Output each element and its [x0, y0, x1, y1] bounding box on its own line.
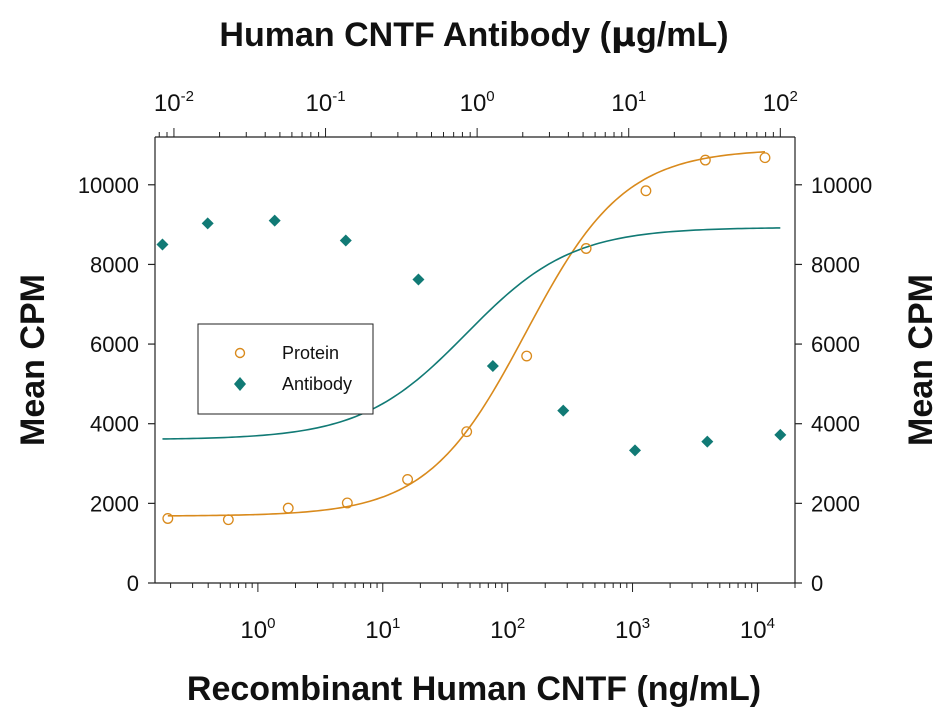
y-tick-label-right: 4000 — [811, 412, 860, 437]
x-top-tick-label: 100 — [460, 88, 495, 117]
protein-data-point — [222, 514, 234, 526]
antibody-data-point — [339, 234, 352, 247]
antibody-data-point — [774, 428, 787, 441]
y-tick-label-left: 4000 — [90, 412, 139, 437]
x-bottom-tick-label: 103 — [615, 615, 650, 644]
legend-protein-label: Protein — [282, 343, 339, 363]
data-points — [156, 152, 787, 526]
antibody-data-point — [268, 214, 281, 227]
x-top-tick-label: 102 — [763, 88, 798, 117]
legend-antibody-marker — [234, 377, 246, 391]
antibody-data-point — [557, 404, 570, 417]
y-tick-label-left: 0 — [127, 571, 139, 596]
y-tick-label-right: 0 — [811, 571, 823, 596]
x-top-tick-label: 10-1 — [306, 88, 346, 117]
x-bottom-tick-label: 101 — [365, 615, 400, 644]
y-tick-label-left: 2000 — [90, 491, 139, 516]
protein-data-point — [699, 154, 711, 166]
protein-data-point — [580, 243, 592, 254]
legend: Protein Antibody — [197, 323, 374, 415]
y-tick-label-right: 2000 — [811, 491, 860, 516]
antibody-data-point — [628, 444, 641, 457]
bottom-axis-title: Recombinant Human CNTF (ng/mL) — [187, 670, 761, 708]
legend-box — [197, 323, 374, 415]
y-tick-label-right: 6000 — [811, 332, 860, 357]
fit-curves — [162, 151, 781, 517]
protein-data-point — [282, 502, 294, 514]
x-bottom-tick-label: 102 — [490, 615, 525, 644]
legend-antibody-label: Antibody — [282, 374, 352, 394]
left-axis-title: Mean CPM — [14, 274, 52, 446]
antibody-data-point — [486, 359, 499, 372]
y-tick-label-right: 8000 — [811, 252, 860, 277]
y-tick-label-right: 10000 — [811, 173, 872, 198]
top-axis-title: Human CNTF Antibody (μg/mL) — [219, 15, 728, 55]
x-bottom-tick-label: 104 — [740, 615, 775, 644]
protein-data-point — [402, 474, 414, 485]
protein-data-point — [341, 497, 353, 509]
x-top-tick-label: 101 — [611, 88, 646, 117]
right-axis-title: Mean CPM — [902, 274, 940, 446]
x-bottom-tick-label: 100 — [240, 615, 275, 644]
y-tick-label-left: 6000 — [90, 332, 139, 357]
ticks-layer: 0 0 2000 2000 4000 4000 6000 6000 8000 8000 10000 1… — [78, 88, 872, 644]
antibody-data-point — [412, 273, 425, 286]
y-tick-label-left: 10000 — [78, 173, 139, 198]
y-tick-label-left: 8000 — [90, 252, 139, 277]
protein-data-point — [521, 350, 533, 362]
protein-data-point — [461, 426, 473, 438]
protein-data-point — [640, 185, 652, 197]
antibody-data-point — [156, 238, 169, 251]
protein-data-point — [759, 152, 771, 164]
protein-data-point — [162, 513, 174, 524]
legend-protein-marker — [234, 347, 246, 359]
protein-fit-curve — [167, 151, 766, 517]
antibody-fit-curve — [162, 227, 781, 440]
x-top-tick-label: 10-2 — [154, 88, 194, 117]
antibody-data-point — [701, 435, 714, 448]
antibody-data-point — [201, 217, 214, 230]
